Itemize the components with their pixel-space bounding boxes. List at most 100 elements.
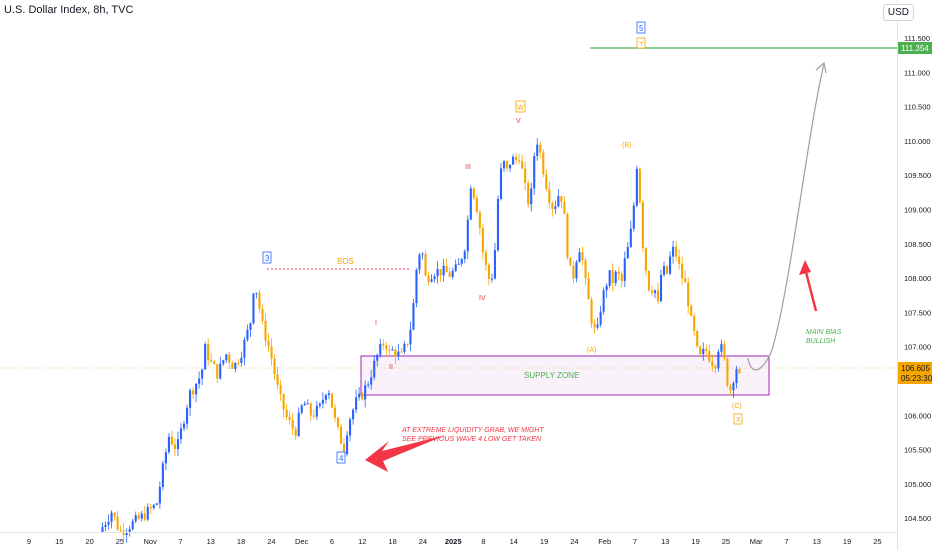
candle-body[interactable]: [530, 188, 533, 205]
candle-body[interactable]: [167, 436, 170, 453]
candle-body[interactable]: [457, 263, 460, 265]
candle-body[interactable]: [173, 444, 177, 450]
candle-body[interactable]: [421, 253, 424, 255]
candle-body[interactable]: [116, 516, 119, 530]
candle-body[interactable]: [321, 399, 324, 404]
candle-body[interactable]: [152, 504, 155, 509]
candle-body[interactable]: [246, 329, 249, 340]
candle-body[interactable]: [128, 529, 131, 533]
candle-body[interactable]: [318, 403, 321, 406]
candle-body[interactable]: [276, 374, 279, 385]
candle-body[interactable]: [376, 354, 379, 361]
candle-body[interactable]: [726, 358, 729, 387]
candle-body[interactable]: [617, 271, 620, 274]
candle-body[interactable]: [415, 269, 418, 304]
candle-body[interactable]: [430, 279, 433, 282]
current-price-badge[interactable]: 106.605 05:23:30: [898, 362, 932, 384]
candle-body[interactable]: [581, 252, 584, 260]
candle-body[interactable]: [611, 270, 614, 284]
candle-body[interactable]: [113, 512, 116, 517]
candle-body[interactable]: [469, 188, 472, 220]
candle-body[interactable]: [638, 168, 641, 203]
candle-body[interactable]: [521, 161, 524, 169]
candle-body[interactable]: [125, 532, 128, 535]
candle-body[interactable]: [684, 278, 687, 283]
candle-body[interactable]: [629, 228, 632, 247]
candle-body[interactable]: [273, 358, 276, 375]
candle-body[interactable]: [198, 378, 201, 384]
candle-body[interactable]: [662, 265, 666, 275]
wave-3-marker[interactable]: 3: [262, 251, 272, 264]
candle-body[interactable]: [735, 369, 738, 384]
candle-body[interactable]: [512, 156, 515, 165]
candle-body[interactable]: [279, 384, 282, 394]
candle-body[interactable]: [140, 513, 143, 519]
currency-button[interactable]: USD: [882, 4, 914, 21]
candle-body[interactable]: [240, 357, 243, 363]
price-axis[interactable]: 111.500 111.000 110.500 110.000 109.500 109.0…: [904, 34, 931, 523]
candle-body[interactable]: [433, 276, 436, 280]
candle-body[interactable]: [623, 258, 626, 281]
candle-body[interactable]: [711, 361, 714, 367]
candle-body[interactable]: [675, 246, 678, 257]
candle-body[interactable]: [201, 369, 204, 379]
candle-body[interactable]: [445, 265, 448, 273]
candle-body[interactable]: [502, 161, 506, 169]
candle-body[interactable]: [234, 362, 237, 369]
supply-zone-box[interactable]: [360, 355, 770, 396]
candle-body[interactable]: [225, 354, 228, 361]
candle-body[interactable]: [285, 409, 288, 418]
candle-body[interactable]: [219, 363, 222, 379]
candle-body[interactable]: [176, 439, 180, 450]
candle-body[interactable]: [179, 428, 183, 440]
bullish-arrow[interactable]: [799, 260, 818, 312]
candle-body[interactable]: [614, 271, 617, 284]
candle-body[interactable]: [189, 390, 192, 408]
candle-body[interactable]: [309, 403, 312, 416]
candle-body[interactable]: [557, 196, 560, 207]
candle-body[interactable]: [442, 265, 445, 276]
candle-body[interactable]: [330, 393, 333, 408]
candle-body[interactable]: [690, 306, 693, 316]
candle-body[interactable]: [723, 344, 726, 359]
candle-body[interactable]: [605, 285, 608, 291]
candle-body[interactable]: [388, 349, 391, 351]
candle-body[interactable]: [466, 219, 469, 252]
candle-body[interactable]: [626, 246, 629, 259]
candle-body[interactable]: [158, 487, 161, 504]
candle-body[interactable]: [349, 419, 352, 436]
candle-body[interactable]: [635, 168, 638, 206]
candle-body[interactable]: [312, 415, 315, 417]
candle-body[interactable]: [352, 409, 355, 420]
wave-x-marker[interactable]: X: [733, 413, 743, 425]
candle-body[interactable]: [451, 270, 454, 277]
candle-body[interactable]: [563, 201, 566, 214]
candle-body[interactable]: [659, 274, 663, 302]
candle-body[interactable]: [291, 420, 294, 429]
candle-body[interactable]: [499, 168, 503, 199]
candle-body[interactable]: [484, 252, 487, 265]
candle-body[interactable]: [678, 256, 681, 264]
candle-body[interactable]: [303, 403, 306, 406]
candle-body[interactable]: [391, 349, 394, 351]
candle-body[interactable]: [527, 182, 530, 205]
candle-body[interactable]: [204, 344, 207, 370]
candle-body[interactable]: [185, 407, 189, 424]
wave-4-marker[interactable]: 4: [336, 451, 346, 464]
candle-body[interactable]: [705, 348, 708, 351]
candle-body[interactable]: [339, 426, 343, 444]
candle-body[interactable]: [542, 152, 545, 174]
liquidity-arrow[interactable]: [365, 435, 446, 472]
candle-body[interactable]: [665, 265, 669, 274]
candle-body[interactable]: [182, 423, 186, 429]
candle-body[interactable]: [596, 324, 599, 328]
candle-body[interactable]: [342, 443, 346, 455]
candle-body[interactable]: [119, 529, 122, 531]
candle-body[interactable]: [143, 513, 146, 520]
candle-body[interactable]: [714, 366, 717, 369]
candle-body[interactable]: [288, 417, 291, 421]
candle-body[interactable]: [161, 463, 164, 488]
candle-body[interactable]: [146, 507, 149, 520]
candle-body[interactable]: [213, 361, 216, 365]
